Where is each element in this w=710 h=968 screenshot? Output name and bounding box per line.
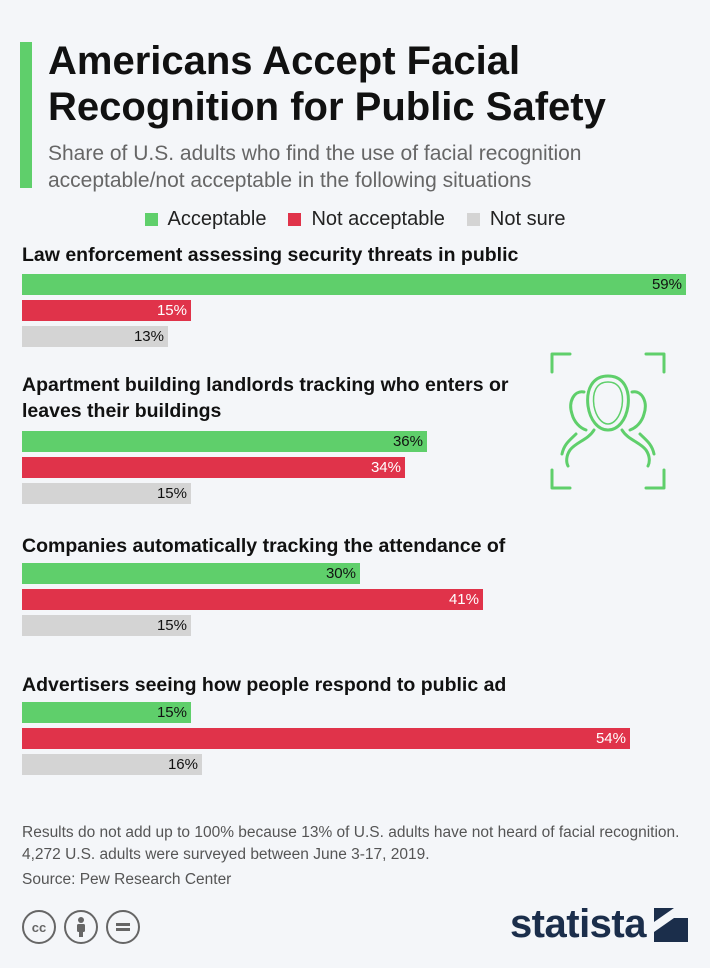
bar-acceptable: 15% [22, 702, 191, 723]
bar-not-acceptable: 34% [22, 457, 405, 478]
cc-icon[interactable]: cc [22, 910, 56, 944]
bar-not-sure: 13% [22, 326, 168, 347]
bar-value-label: 54% [595, 730, 626, 747]
bar-value-label: 15% [156, 302, 187, 319]
chart-subtitle: Share of U.S. adults who find the use of… [48, 142, 582, 192]
bar-value-label: 15% [156, 485, 187, 502]
bar-acceptable: 30% [22, 563, 360, 584]
statista-logo[interactable]: statista [510, 902, 688, 947]
legend-item-acceptable: Acceptable [144, 208, 267, 231]
bar-value-label: 15% [156, 704, 187, 721]
legend: Acceptable Not acceptable Not sure [0, 208, 710, 231]
brand-name: statista [509, 902, 647, 946]
legend-swatch-not-sure [466, 213, 480, 226]
bar-value-label: 34% [370, 459, 401, 476]
bar-not-sure: 16% [22, 754, 202, 775]
category-label: Apartment building landlords tracking wh… [22, 374, 509, 422]
license-icons: cc [22, 910, 140, 944]
chart-title: Americans Accept Facial Recognition for … [48, 39, 606, 129]
bar-value-label: 16% [167, 756, 198, 773]
attribution-icon[interactable] [64, 910, 98, 944]
bar-acceptable: 36% [22, 431, 427, 452]
bar-acceptable: 59% [22, 274, 686, 295]
bar-not-acceptable: 15% [22, 300, 191, 321]
bar-value-label: 30% [325, 565, 356, 582]
bar-value-label: 36% [392, 433, 423, 450]
legend-item-not-sure: Not sure [466, 208, 566, 231]
footnote: Results do not add up to 100% because 13… [22, 824, 680, 863]
facial-recognition-icon [550, 352, 666, 490]
statista-logo-icon [654, 907, 688, 942]
legend-label-acceptable: Acceptable [167, 208, 267, 230]
no-derivatives-icon[interactable] [106, 910, 140, 944]
legend-label-not-sure: Not sure [489, 208, 566, 230]
bar-not-sure: 15% [22, 615, 191, 636]
bar-not-acceptable: 54% [22, 728, 630, 749]
bar-not-acceptable: 41% [22, 589, 483, 610]
legend-swatch-acceptable [144, 213, 158, 226]
accent-bar [20, 42, 32, 188]
legend-item-not-acceptable: Not acceptable [288, 208, 445, 231]
legend-label-not-acceptable: Not acceptable [311, 208, 445, 230]
legend-swatch-not-acceptable [288, 213, 302, 226]
bar-value-label: 41% [448, 591, 479, 608]
bar-not-sure: 15% [22, 483, 191, 504]
bar-value-label: 15% [156, 617, 187, 634]
bar-value-label: 59% [651, 276, 682, 293]
bar-value-label: 13% [133, 328, 164, 345]
source-note: Source: Pew Research Center [22, 871, 232, 888]
